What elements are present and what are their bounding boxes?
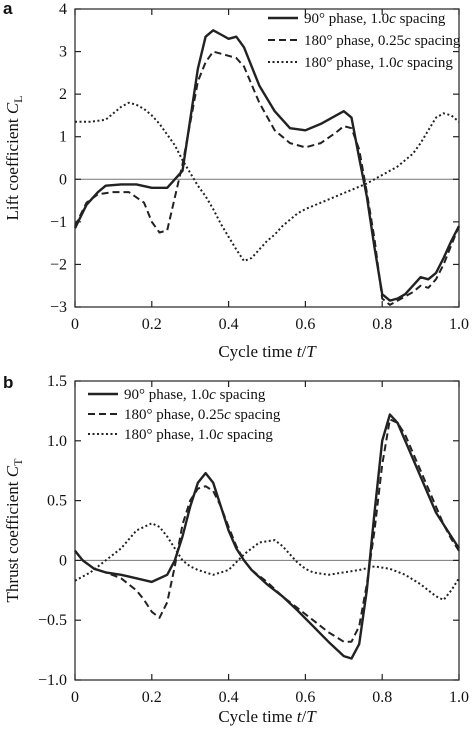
y-tick-label: −2	[50, 256, 67, 273]
x-tick-label: 0.2	[142, 689, 162, 706]
x-tick-label: 0	[71, 689, 79, 706]
x-tick-label: 0.4	[219, 689, 239, 706]
x-tick-label: 0.2	[142, 316, 162, 333]
legend-label-3: 180° phase, 1.0c spacing	[124, 427, 273, 443]
x-tick-label: 0	[71, 316, 79, 333]
series-line-3	[75, 101, 460, 262]
panel-label: b	[3, 373, 13, 392]
series-line-1	[74, 413, 461, 660]
chart-panel-a: a 0 0.2 0.4 0.6 0.8 1.0 −3 −2 −1 0 1 2 3 4 Cycle time t…	[3, 0, 469, 361]
y-tick-label: 4	[59, 1, 67, 18]
plot-frame	[74, 8, 460, 308]
y-tick-label: 1.0	[47, 433, 67, 450]
chart-panel-b: b 0 0.2 0.4 0.6 0.8 1.0 −1.0 −0.5 0 0.5 1.0 1.5 Cycle…	[3, 373, 469, 726]
x-tick-label: 0.6	[295, 316, 315, 333]
legend: 90° phase, 1.0c spacing 180° phase, 0.25c…	[268, 11, 461, 71]
y-tick-label: 0	[59, 552, 67, 569]
y-tick-label: −1.0	[38, 672, 67, 689]
series-line-2	[74, 418, 460, 643]
x-tick-label: 1.0	[449, 689, 469, 706]
legend-label-1: 90° phase, 1.0c spacing	[124, 387, 266, 403]
y-axis-label: Lift coefficient CL	[3, 95, 25, 220]
panel-label: a	[3, 0, 13, 18]
x-axis-label: Cycle time t/T	[218, 342, 317, 361]
y-tick-label: 1	[59, 129, 67, 146]
y-tick-label: 0.5	[47, 493, 67, 510]
x-tick-label: 1.0	[449, 316, 469, 333]
legend: 90° phase, 1.0c spacing 180° phase, 0.25c…	[88, 387, 281, 443]
x-tick-label: 0.8	[372, 689, 392, 706]
x-tick-label: 0.8	[372, 316, 392, 333]
series-line-3	[74, 522, 460, 601]
y-tick-label: −0.5	[38, 612, 67, 629]
y-tick-label: −3	[50, 299, 67, 316]
x-tick-label: 0.4	[219, 316, 239, 333]
y-tick-label: 0	[59, 171, 67, 188]
legend-label-2: 180° phase, 0.25c spacing	[304, 33, 461, 49]
legend-label-3: 180° phase, 1.0c spacing	[304, 55, 453, 71]
plot-frame	[74, 380, 460, 681]
y-tick-label: −1	[50, 214, 67, 231]
x-tick-label: 0.6	[295, 689, 315, 706]
legend-label-2: 180° phase, 0.25c spacing	[124, 407, 281, 423]
x-axis-label: Cycle time t/T	[218, 707, 317, 726]
y-tick-label: 2	[59, 86, 67, 103]
series-line-1	[73, 29, 461, 302]
y-tick-label: 1.5	[47, 373, 67, 390]
y-tick-label: 3	[59, 44, 67, 61]
series-line-2	[74, 50, 460, 306]
legend-label-1: 90° phase, 1.0c spacing	[304, 11, 446, 27]
y-axis-label: Thrust coefficient CT	[3, 458, 25, 603]
